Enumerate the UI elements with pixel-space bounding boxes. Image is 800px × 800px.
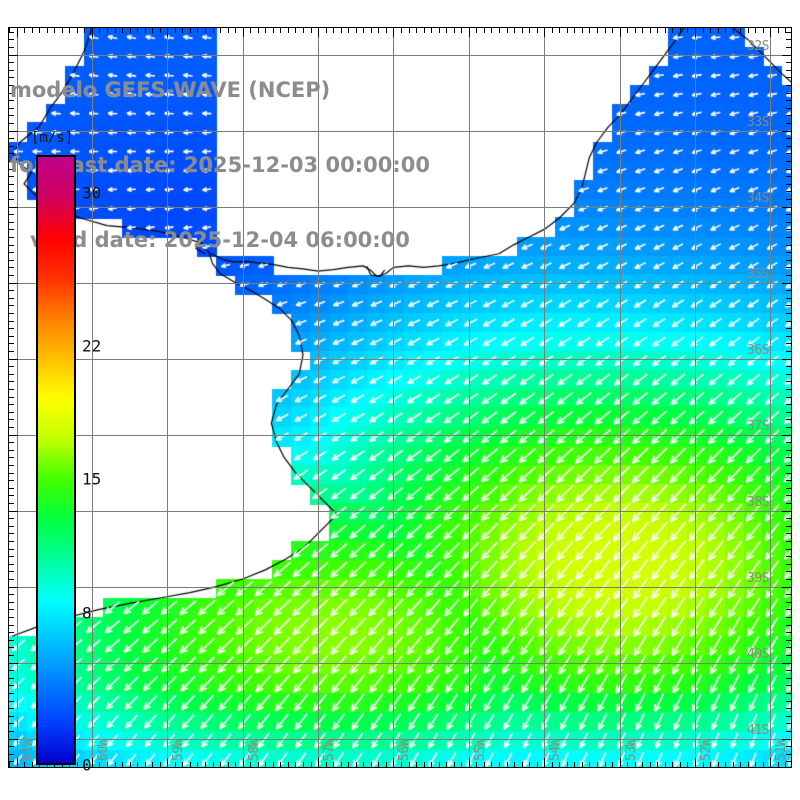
gridline-lat-35S	[9, 283, 791, 284]
gridline-lat-37S	[9, 435, 791, 436]
colorbar-tick-22: 22	[82, 336, 102, 356]
gridline-lon-53W	[620, 28, 621, 767]
gridline-lon-58W	[243, 28, 244, 767]
colorbar[interactable]	[36, 155, 76, 765]
map-plot-area[interactable]: 61W 60W 59W 58W 57W 56W 55W 54W 53W 52W 51W 32S 33S 3…	[8, 27, 792, 768]
gridline-lat-41S	[9, 739, 791, 740]
gridline-lon-52W	[695, 28, 696, 767]
gridline-lon-61W	[17, 28, 18, 767]
gridline-lon-59W	[167, 28, 168, 767]
gridline-lon-54W	[544, 28, 545, 767]
gridline-lat-32S	[9, 55, 791, 56]
colorbar-tick-0: 0	[82, 755, 92, 775]
gridline-lat-38S	[9, 511, 791, 512]
gridline-lat-40S	[9, 663, 791, 664]
gridline-lat-33S	[9, 131, 791, 132]
gridline-lon-60W	[92, 28, 93, 767]
wind-direction-arrows-canvas	[9, 28, 791, 767]
gridline-lon-55W	[469, 28, 470, 767]
gridline-lon-51W	[770, 28, 771, 767]
gridline-lat-36S	[9, 359, 791, 360]
gridline-lat-34S	[9, 207, 791, 208]
gridline-lat-39S	[9, 587, 791, 588]
colorbar-tick-30: 30	[82, 183, 102, 203]
gridline-lon-56W	[393, 28, 394, 767]
map-canvas-wrapper	[9, 28, 791, 767]
colorbar-tick-8: 8	[82, 603, 92, 622]
colorbar-unit-label: [m/s]	[31, 130, 74, 146]
gridline-lon-57W	[318, 28, 319, 767]
colorbar-tick-15: 15	[82, 469, 102, 489]
